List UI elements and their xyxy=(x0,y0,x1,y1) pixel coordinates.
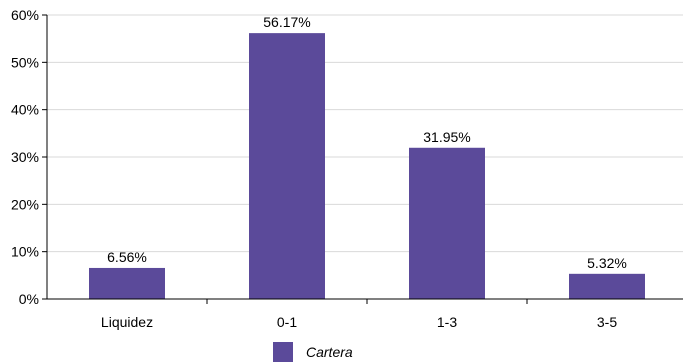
y-tick-label: 60% xyxy=(11,7,39,23)
x-tick-label: 0-1 xyxy=(277,314,297,330)
y-tick-label: 10% xyxy=(11,244,39,260)
y-tick-label: 0% xyxy=(19,291,39,307)
data-label: 6.56% xyxy=(107,249,147,265)
bar xyxy=(249,33,325,300)
data-label: 5.32% xyxy=(587,255,627,271)
x-axis: Liquidez 0-1 1-3 3-5 xyxy=(42,298,683,330)
bar xyxy=(569,273,645,299)
legend: Cartera xyxy=(273,342,353,362)
y-tick-label: 40% xyxy=(11,102,39,118)
x-tick-label: Liquidez xyxy=(101,314,153,330)
bars: 6.56% 56.17% 31.95% 5.32% xyxy=(89,14,645,300)
x-tick-label: 1-3 xyxy=(437,314,457,330)
data-label: 31.95% xyxy=(423,129,470,145)
y-axis: 0% 10% 20% 30% 40% 50% 60% xyxy=(11,7,48,307)
y-tick-label: 20% xyxy=(11,196,39,212)
x-tick-label: 3-5 xyxy=(597,314,617,330)
legend-label: Cartera xyxy=(306,344,353,360)
y-tick-label: 50% xyxy=(11,54,39,70)
gridlines xyxy=(47,14,683,253)
bar xyxy=(409,147,485,299)
y-tick-label: 30% xyxy=(11,149,39,165)
bar xyxy=(89,267,165,299)
legend-swatch xyxy=(273,342,293,362)
data-label: 56.17% xyxy=(263,14,310,30)
